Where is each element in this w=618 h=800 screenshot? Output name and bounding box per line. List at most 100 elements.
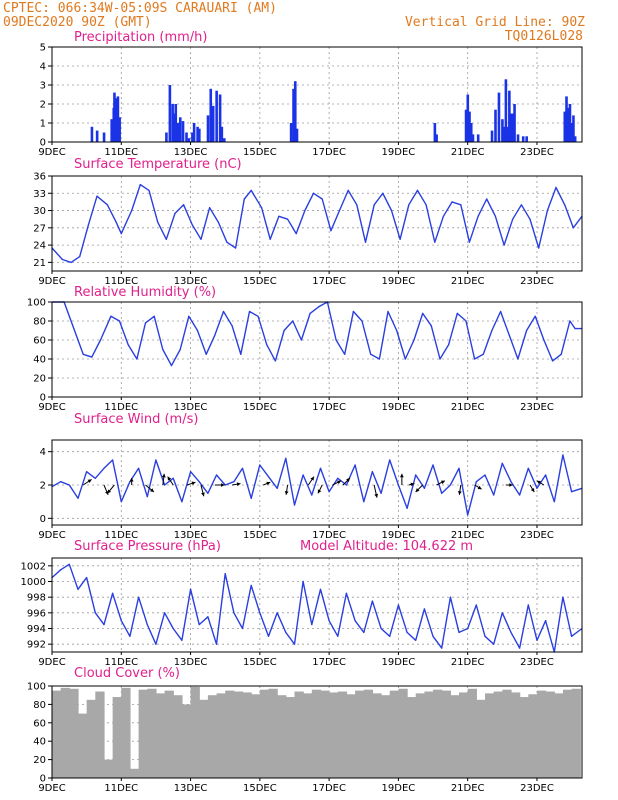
cloud-bar xyxy=(415,693,426,778)
data-point xyxy=(103,467,105,469)
data-point xyxy=(94,612,96,614)
precip-bar xyxy=(192,123,196,142)
cloud-bar xyxy=(398,688,408,778)
y-tick-label: 0 xyxy=(40,514,46,525)
data-point xyxy=(494,215,496,217)
data-point xyxy=(347,189,349,191)
cloud-bar xyxy=(181,704,192,778)
data-point xyxy=(484,635,486,637)
data-point xyxy=(118,320,121,322)
x-tick-label: 19DEC xyxy=(382,783,416,794)
data-point xyxy=(304,209,306,212)
data-point xyxy=(482,353,484,355)
data-point xyxy=(493,494,495,496)
x-tick-label: 13DEC xyxy=(174,783,208,794)
y-tick-label: 5 xyxy=(40,43,46,54)
cloud-bar xyxy=(173,695,183,778)
precip-bar xyxy=(506,126,509,142)
wind-arrow-head xyxy=(150,488,154,492)
data-point xyxy=(434,241,436,243)
data-point xyxy=(503,244,505,246)
y-tick-label: 0 xyxy=(40,393,46,404)
data-point xyxy=(283,329,285,332)
data-point xyxy=(267,635,270,637)
data-point xyxy=(572,227,574,229)
data-point xyxy=(337,635,339,637)
wind-arrow-head xyxy=(201,492,205,497)
x-tick-label: 11DEC xyxy=(104,530,138,541)
cloud-bar xyxy=(510,692,521,778)
data-point xyxy=(396,329,398,332)
data-point xyxy=(129,635,131,637)
data-point xyxy=(138,596,140,598)
cloud-bar xyxy=(103,759,114,778)
wind-arrow-head xyxy=(161,473,166,478)
wind-arrow-head xyxy=(477,485,482,490)
data-point xyxy=(70,261,72,263)
cloud-bar xyxy=(199,699,209,778)
precip-bar xyxy=(502,126,506,142)
data-point xyxy=(468,241,471,243)
wind-arrow-head xyxy=(410,482,415,487)
cloud-bar xyxy=(277,695,287,778)
data-point xyxy=(423,608,425,610)
data-point xyxy=(510,481,512,483)
data-point xyxy=(115,221,117,223)
data-point xyxy=(389,635,391,637)
y-tick-label: 994 xyxy=(27,624,46,635)
precip-bar xyxy=(501,119,504,142)
precip-bar xyxy=(196,126,199,142)
precip-bar xyxy=(508,90,511,142)
data-point xyxy=(525,329,528,332)
y-tick-label: 24 xyxy=(33,241,46,252)
data-point xyxy=(293,504,296,506)
cloud-bar xyxy=(554,693,564,778)
cloud-bar xyxy=(459,692,469,778)
data-point xyxy=(302,580,304,583)
model-altitude: Model Altitude: 104.622 m xyxy=(300,539,473,554)
data-point xyxy=(363,501,365,503)
data-point xyxy=(276,487,278,489)
precip-bar xyxy=(102,132,106,142)
precip-bar xyxy=(494,109,497,142)
data-point xyxy=(484,474,486,476)
cloud-bar xyxy=(467,688,477,778)
data-point xyxy=(543,339,545,341)
data-point xyxy=(250,584,252,587)
data-point xyxy=(179,348,181,351)
data-point xyxy=(560,353,562,355)
data-point xyxy=(449,484,451,486)
data-point xyxy=(274,360,277,362)
wind-arrow-head xyxy=(236,482,241,487)
cloud-bar xyxy=(407,697,417,778)
wind-arrow-head xyxy=(284,491,289,495)
precip-bar xyxy=(191,132,194,142)
data-point xyxy=(276,612,278,614)
data-point xyxy=(501,462,503,464)
y-tick-label: 0 xyxy=(40,138,46,149)
cloud-bar xyxy=(225,690,235,778)
data-point xyxy=(155,643,157,645)
data-point xyxy=(181,639,183,641)
precip-bar xyxy=(95,130,99,142)
y-tick-label: 2 xyxy=(40,100,46,111)
cloud-bar xyxy=(502,689,512,778)
cloud-bar xyxy=(285,697,296,778)
precip-bar xyxy=(198,128,201,142)
data-point xyxy=(564,204,566,206)
x-tick-label: 15DEC xyxy=(243,402,277,413)
x-tick-label: 13DEC xyxy=(174,657,208,668)
data-point xyxy=(319,467,322,469)
precip-bar xyxy=(570,123,574,142)
data-point xyxy=(319,588,322,590)
x-tick-label: 11DEC xyxy=(104,657,138,668)
precip-bar xyxy=(565,96,568,142)
cloud-bar xyxy=(476,699,486,778)
precip-bar xyxy=(289,123,293,142)
y-tick-label: 40 xyxy=(33,355,46,366)
data-point xyxy=(243,198,245,200)
data-point xyxy=(68,563,70,565)
cloud-bar xyxy=(303,693,313,778)
cloud-bar xyxy=(337,691,348,778)
wind-arrow-head xyxy=(107,489,112,494)
